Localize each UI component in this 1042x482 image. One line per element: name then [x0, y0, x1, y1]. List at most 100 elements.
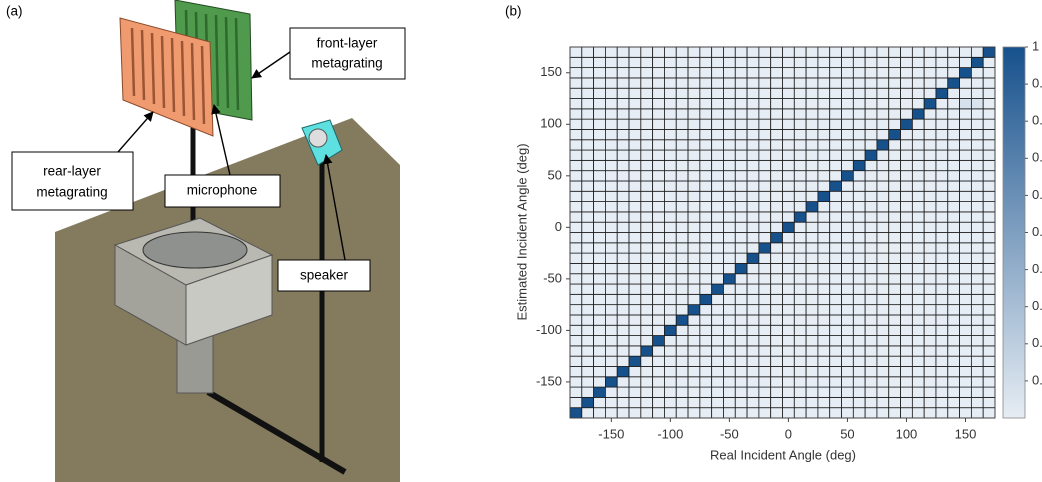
heatmap-cell: [852, 304, 866, 316]
heatmap-cell: [817, 242, 831, 254]
heatmap-cell: [699, 190, 713, 202]
heatmap-cell: [829, 67, 842, 79]
heatmap-cell: [687, 345, 701, 357]
heatmap-cell: [770, 366, 783, 378]
heatmap-cell: [888, 345, 901, 357]
heatmap-cell: [616, 407, 630, 419]
heatmap-cell: [770, 242, 783, 254]
heatmap-cell: [793, 201, 807, 213]
heatmap-cell: [758, 314, 772, 326]
heatmap-cell: [746, 201, 760, 213]
heatmap-cell: [841, 170, 854, 182]
heatmap-cell: [923, 355, 937, 367]
heatmap-cell: [947, 283, 960, 295]
heatmap-cell: [793, 407, 807, 419]
heatmap-cell: [675, 314, 689, 326]
heatmap-cell: [758, 376, 772, 388]
heatmap-cell: [982, 324, 996, 336]
heatmap-cell: [723, 335, 736, 347]
heatmap-cell: [852, 67, 866, 79]
heatmap-cell: [593, 87, 606, 99]
heatmap-cell: [841, 396, 854, 409]
x-tick-label: 150: [955, 426, 977, 441]
heatmap-cell: [628, 345, 642, 357]
heatmap-cell: [888, 190, 901, 202]
heatmap-cell: [569, 87, 583, 99]
heatmap-cell: [805, 273, 819, 285]
label-box: [277, 259, 371, 292]
heatmap-cell: [605, 386, 618, 398]
heatmap-cell: [935, 324, 949, 336]
heatmap-cell: [675, 87, 689, 99]
heatmap-cell: [947, 345, 960, 357]
heatmap-cell: [675, 211, 689, 223]
heatmap-cell: [723, 304, 736, 316]
heatmap-cell: [793, 98, 807, 110]
heatmap-cell: [664, 118, 677, 130]
heatmap-cell: [829, 98, 842, 110]
heatmap-cell: [581, 345, 595, 357]
heatmap-cell: [782, 376, 795, 388]
heatmap-cell: [640, 56, 654, 69]
heatmap-cell: [640, 376, 654, 388]
heatmap-cell: [817, 232, 831, 244]
heatmap-cell: [864, 366, 878, 378]
heatmap-cell: [640, 201, 654, 213]
heatmap-cell: [841, 366, 854, 378]
heatmap-cell: [699, 67, 713, 79]
heatmap-cell: [711, 159, 724, 172]
heatmap-cell: [628, 159, 642, 172]
heatmap-cell: [841, 263, 854, 275]
heatmap-cell: [664, 98, 677, 110]
heatmap-cell: [640, 366, 654, 378]
heatmap-cell: [817, 180, 831, 192]
heatmap-cell: [616, 386, 630, 398]
heatmap-cell: [841, 252, 854, 264]
heatmap-cell: [699, 252, 713, 264]
heatmap-cell: [664, 77, 677, 89]
heatmap-cell: [923, 304, 937, 316]
heatmap-cell: [664, 366, 677, 378]
colorbar-tick-label: 0.: [1032, 150, 1042, 165]
heatmap-cell: [852, 170, 866, 182]
heatmap-cell: [640, 314, 654, 326]
heatmap-cell: [593, 407, 606, 419]
heatmap-cell: [782, 67, 795, 79]
heatmap-cell: [805, 98, 819, 110]
heatmap-cell: [616, 56, 630, 69]
heatmap-cell: [782, 252, 795, 264]
heatmap-cell: [770, 293, 783, 306]
heatmap-cell: [581, 67, 595, 79]
heatmap-cell: [723, 232, 736, 244]
heatmap-cell: [947, 324, 960, 336]
heatmap-cell: [699, 396, 713, 409]
heatmap-cell: [888, 396, 901, 409]
heatmap-cell: [699, 46, 713, 58]
heatmap-cell: [888, 201, 901, 213]
heatmap-cell: [923, 139, 937, 151]
heatmap-cell: [793, 159, 807, 172]
heatmap-cell: [605, 67, 618, 79]
heatmap-cell: [935, 335, 949, 347]
heatmap-cell: [723, 407, 736, 419]
heatmap-cell: [852, 396, 866, 409]
heatmap-cell: [982, 355, 996, 367]
heatmap-cell: [829, 159, 842, 172]
heatmap-cell: [982, 98, 996, 110]
heatmap-cell: [628, 180, 642, 192]
heatmap-cell: [935, 345, 949, 357]
heatmap-cell: [841, 56, 854, 69]
heatmap-cell: [888, 98, 901, 110]
heatmap-cell: [900, 252, 913, 264]
heatmap-cell: [723, 345, 736, 357]
heatmap-cell: [664, 407, 677, 419]
heatmap-cell: [758, 232, 772, 244]
heatmap-cell: [687, 190, 701, 202]
heatmap-cell: [970, 108, 984, 120]
heatmap-cell: [605, 56, 618, 69]
heatmap-cell: [782, 201, 795, 213]
heatmap-cell: [864, 67, 878, 79]
heatmap-cell: [841, 149, 854, 161]
heatmap-cell: [581, 129, 595, 141]
heatmap-cell: [876, 201, 890, 213]
